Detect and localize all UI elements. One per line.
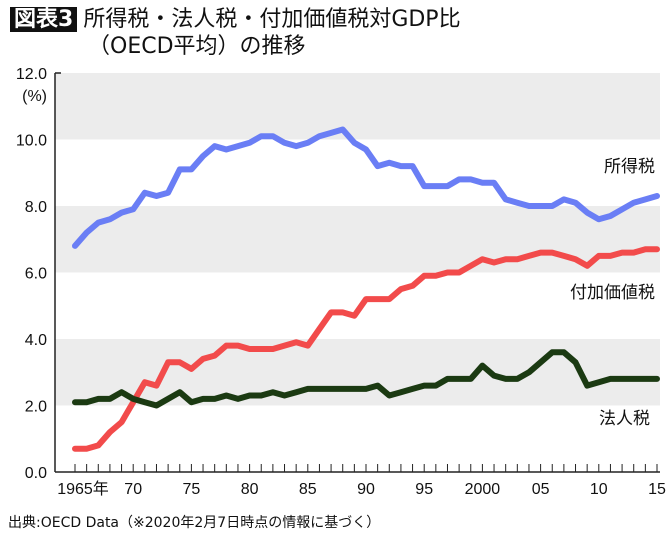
y-tick-label: 10.0 (16, 133, 47, 150)
grid-band (55, 73, 660, 140)
y-tick-label: 6.0 (25, 266, 47, 283)
series-label: 付加価値税 (570, 283, 655, 303)
x-tick-label: 05 (532, 481, 550, 498)
y-tick-label: 12.0 (16, 66, 47, 83)
y-axis-unit: (%) (22, 88, 47, 105)
x-tick-label: 2000 (465, 481, 501, 498)
title-line-2: （OECD平均）の推移 (88, 34, 306, 59)
y-tick-label: 8.0 (25, 199, 47, 216)
chart-title: 図表3 所得税・法人税・付加価値税対GDP比 (10, 6, 461, 33)
title-line-1: 所得税・法人税・付加価値税対GDP比 (83, 7, 461, 32)
x-tick-label: 80 (241, 481, 259, 498)
y-tick-label: 0.0 (25, 465, 47, 482)
figure-badge: 図表3 (10, 7, 78, 32)
source-note: 出典:OECD Data（※2020年2月7日時点の情報に基づく） (8, 515, 381, 531)
x-tick-label: 15 (648, 481, 666, 498)
grid-band (55, 206, 660, 273)
x-tick-label: 10 (590, 481, 608, 498)
x-tick-label: 90 (357, 481, 375, 498)
x-tick-label: 75 (183, 481, 201, 498)
x-tick-label: 85 (299, 481, 317, 498)
grid-band (55, 339, 660, 406)
y-tick-label: 4.0 (25, 332, 47, 349)
x-tick-label: 95 (415, 481, 433, 498)
x-tick-label: 70 (124, 481, 142, 498)
y-tick-label: 2.0 (25, 399, 47, 416)
x-tick-label: 1965年 (57, 480, 109, 498)
series-label: 法人税 (599, 409, 650, 429)
series-label: 所得税 (604, 157, 655, 177)
